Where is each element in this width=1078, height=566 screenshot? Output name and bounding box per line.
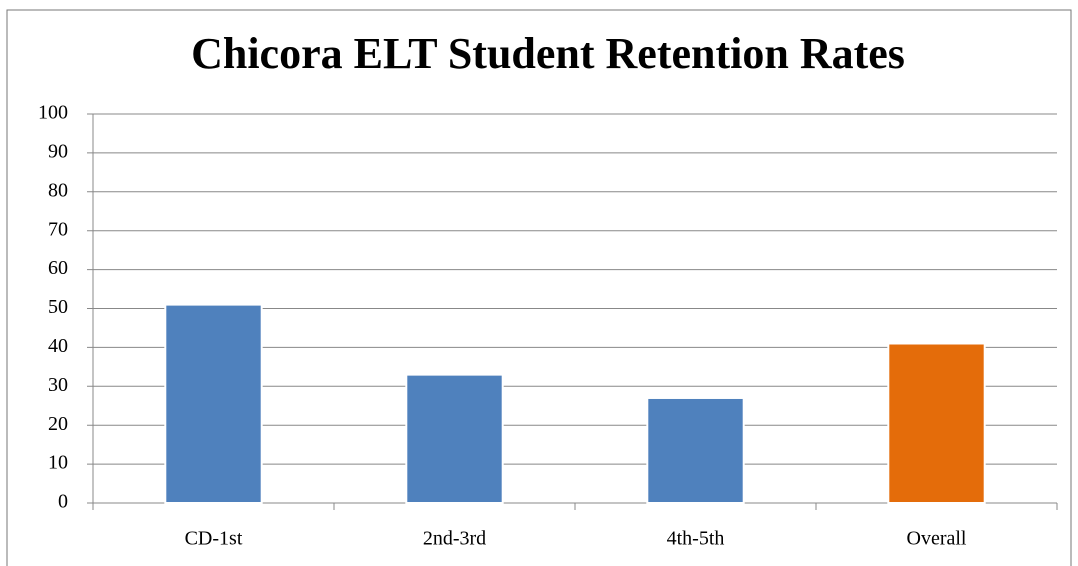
- y-tick-label: 100: [38, 102, 68, 124]
- y-tick-label: 30: [48, 374, 68, 396]
- x-tick-label: 4th-5th: [667, 528, 725, 550]
- bar: [646, 396, 745, 504]
- y-tick-label: 80: [48, 179, 68, 201]
- y-tick-label: 40: [48, 335, 68, 357]
- bar: [887, 342, 986, 505]
- bar: [164, 303, 263, 504]
- y-tick-label: 10: [48, 452, 68, 474]
- y-tick-label: 90: [48, 140, 68, 162]
- chart-title: Chicora ELT Student Retention Rates: [191, 29, 905, 78]
- y-tick-label: 60: [48, 257, 68, 279]
- x-tick-label: CD-1st: [185, 528, 243, 550]
- y-tick-label: 20: [48, 413, 68, 435]
- y-tick-label: 50: [48, 296, 68, 318]
- x-tick-label: Overall: [907, 528, 967, 550]
- bar: [405, 373, 504, 504]
- chart-border: [6, 9, 1072, 566]
- y-tick-label: 70: [48, 218, 68, 240]
- x-tick-label: 2nd-3rd: [423, 528, 486, 550]
- y-tick-label: 0: [58, 491, 68, 513]
